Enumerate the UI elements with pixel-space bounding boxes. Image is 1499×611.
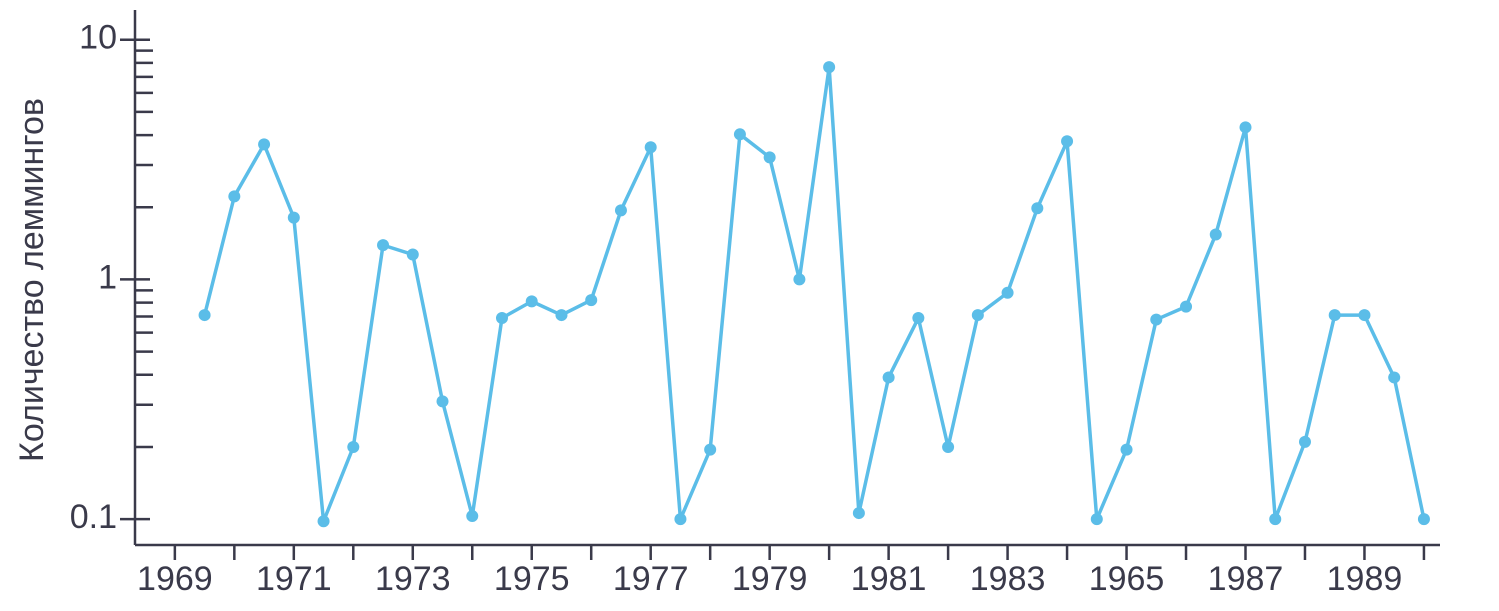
data-point — [1239, 121, 1252, 134]
data-point — [852, 507, 865, 520]
data-point — [317, 515, 330, 528]
data-point — [1388, 371, 1401, 384]
series-line — [202, 65, 1426, 523]
data-point — [1269, 513, 1282, 526]
data-point — [1298, 435, 1311, 448]
y-tick-label: 0.1 — [70, 498, 117, 536]
x-tick-label: 1981 — [851, 560, 927, 598]
data-point — [882, 371, 895, 384]
x-tick-label: 1989 — [1327, 560, 1403, 598]
data-point — [347, 440, 360, 453]
y-axis-label: Количество леммингов — [13, 98, 51, 462]
data-point — [466, 510, 479, 523]
data-point — [1209, 228, 1222, 241]
data-point — [1180, 300, 1193, 313]
x-tick-label: 1969 — [137, 560, 213, 598]
data-point — [1031, 202, 1044, 215]
x-tick-label: 1987 — [1208, 560, 1284, 598]
x-tick-label: 1975 — [494, 560, 570, 598]
data-point — [555, 309, 568, 322]
data-point — [823, 61, 836, 74]
y-tick-label: 1 — [98, 258, 117, 296]
data-point — [406, 248, 419, 261]
data-point — [644, 141, 657, 154]
data-point — [1090, 513, 1103, 526]
x-tick-label: 1979 — [732, 560, 808, 598]
data-point — [1001, 286, 1014, 299]
x-tick-label: 1977 — [613, 560, 689, 598]
data-point — [1120, 443, 1133, 456]
x-tick-label: 1965 — [1089, 560, 1165, 598]
data-point — [525, 295, 538, 308]
data-point — [1358, 309, 1371, 322]
data-point — [198, 309, 211, 322]
data-point — [942, 440, 955, 453]
data-point — [971, 309, 984, 322]
data-point — [495, 312, 508, 325]
data-point — [763, 151, 776, 164]
data-point — [585, 294, 598, 307]
data-point — [228, 190, 241, 203]
x-tick-label: 1971 — [256, 560, 332, 598]
data-point — [793, 273, 806, 286]
data-point — [1150, 313, 1163, 326]
x-tick-label: 1973 — [375, 560, 451, 598]
data-point — [912, 312, 925, 325]
data-point — [1328, 309, 1341, 322]
data-point — [1061, 135, 1074, 148]
data-point — [436, 395, 449, 408]
data-point — [377, 239, 390, 252]
data-point — [674, 513, 687, 526]
y-tick-label: 10 — [79, 19, 117, 57]
data-point — [1417, 513, 1430, 526]
data-point — [287, 211, 300, 224]
data-point — [258, 138, 271, 151]
data-point — [704, 443, 717, 456]
data-point — [733, 128, 746, 141]
data-point — [614, 204, 627, 217]
x-tick-label: 1983 — [970, 560, 1046, 598]
